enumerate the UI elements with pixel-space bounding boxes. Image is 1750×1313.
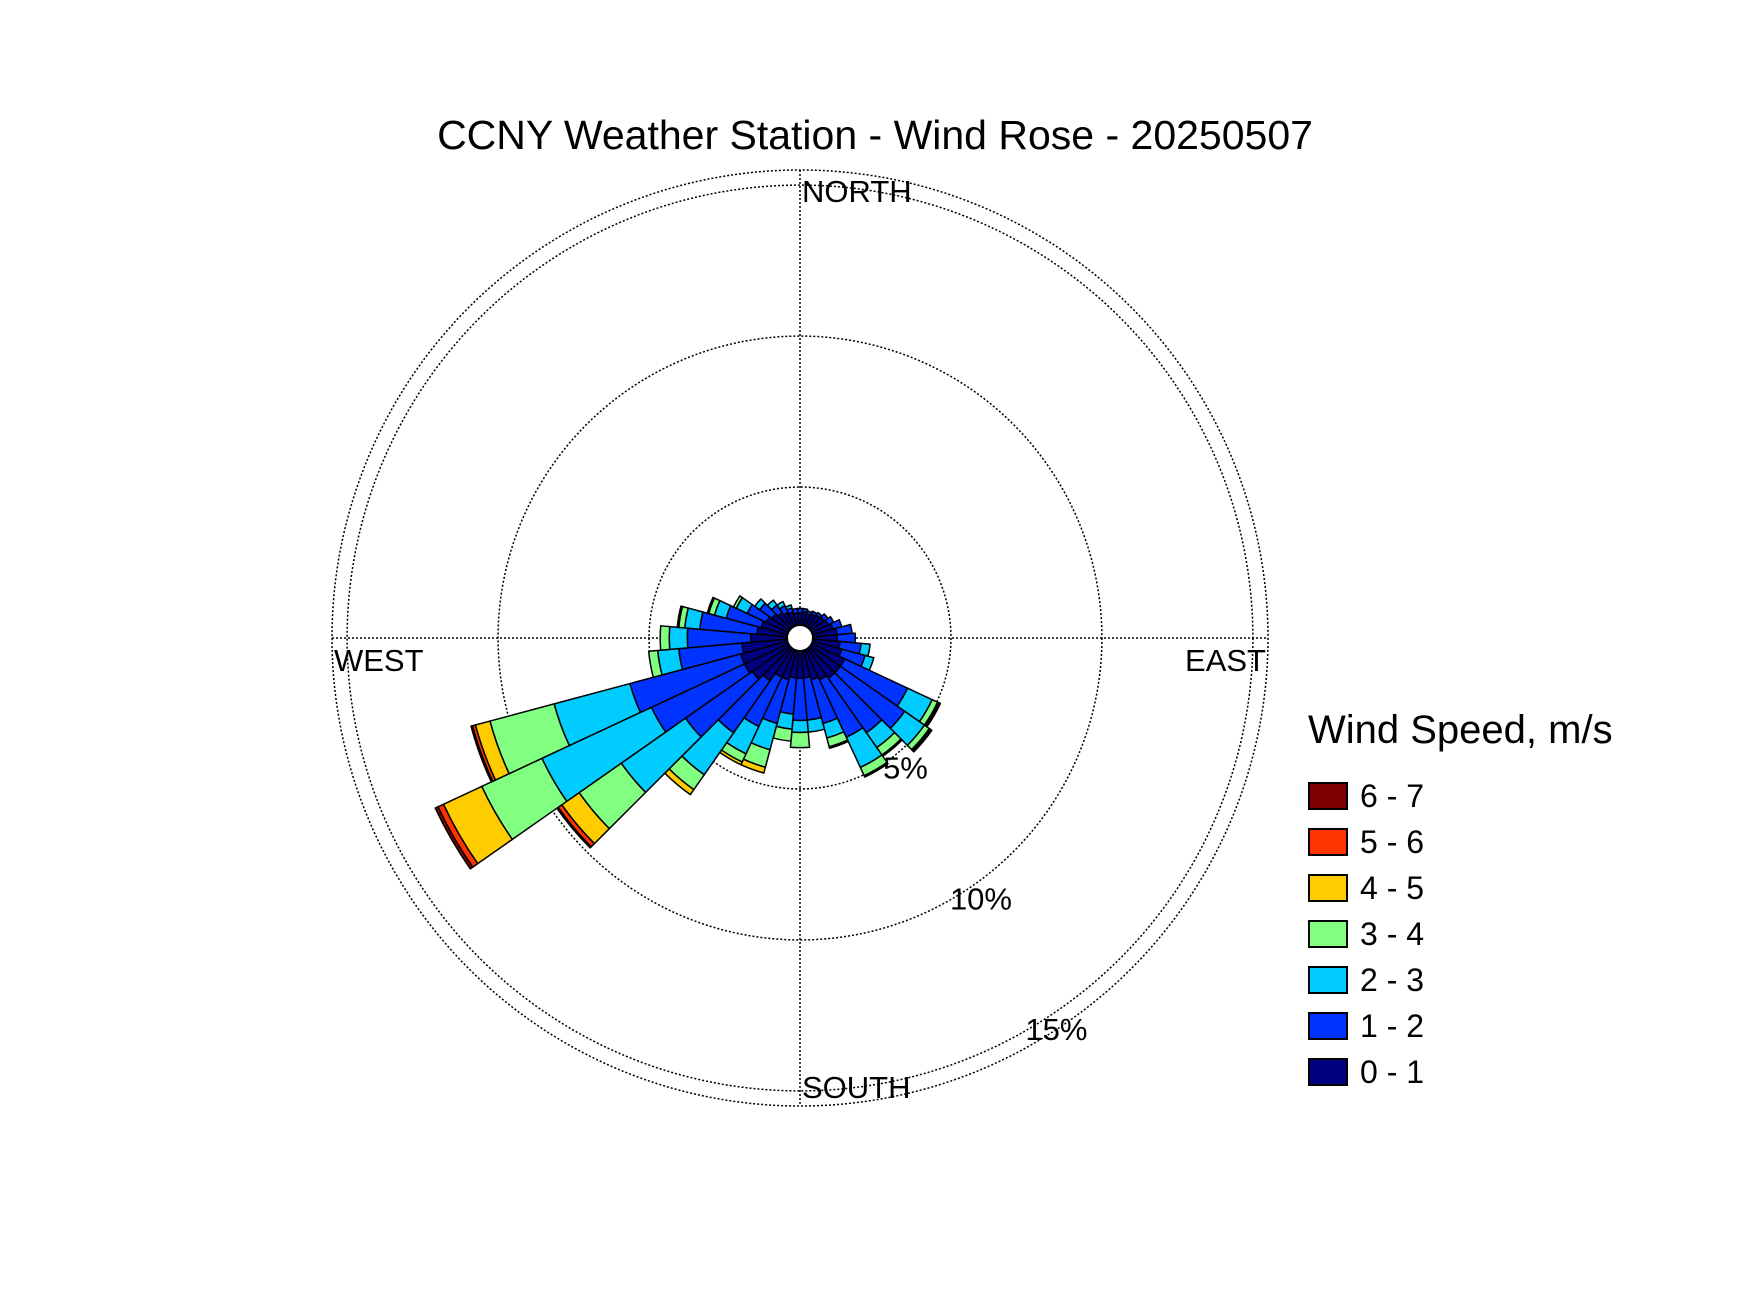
legend-item: 4 - 5 <box>1308 865 1613 911</box>
wedge-segment <box>470 725 494 783</box>
wedge-segment <box>647 649 663 679</box>
legend-item: 6 - 7 <box>1308 773 1613 819</box>
wedge-segment <box>776 600 786 610</box>
legend-label: 6 - 7 <box>1360 777 1425 814</box>
legend-item: 5 - 6 <box>1308 819 1613 865</box>
wedge-segment <box>753 598 766 611</box>
legend-item: 1 - 2 <box>1308 1003 1613 1049</box>
east-label: EAST <box>1185 643 1266 678</box>
legend-label: 2 - 3 <box>1360 961 1425 998</box>
wedge-segment <box>766 599 778 611</box>
chart-title: CCNY Weather Station - Wind Rose - 20250… <box>437 112 1313 158</box>
legend-swatch <box>1308 920 1348 948</box>
wedge-segment <box>784 604 793 611</box>
center-hub <box>786 624 814 652</box>
legend-label: 3 - 4 <box>1360 915 1425 952</box>
wedge-segment <box>791 607 799 615</box>
north-label: NORTH <box>802 174 912 209</box>
legend-swatch <box>1308 874 1348 902</box>
legend-item: 2 - 3 <box>1308 957 1613 1003</box>
radial-tick-label: 5% <box>883 751 928 786</box>
legend-swatch <box>1308 828 1348 856</box>
wedge-segment <box>789 731 811 749</box>
legend-item: 3 - 4 <box>1308 911 1613 957</box>
wedge-segment <box>732 595 744 610</box>
legend-item: 0 - 1 <box>1308 1049 1613 1095</box>
wedge-segment <box>791 719 809 734</box>
radial-tick-label: 15% <box>1025 1012 1087 1047</box>
radial-tick-label: 10% <box>950 881 1012 916</box>
wind-rose-wedges <box>434 595 942 870</box>
west-label: WEST <box>334 643 424 678</box>
wedge-segment <box>863 761 889 778</box>
wedge-segment <box>806 716 826 733</box>
wedge-segment <box>668 625 689 651</box>
wedge-segment <box>801 607 809 614</box>
legend-label: 4 - 5 <box>1360 869 1425 906</box>
wedge-segment <box>911 728 933 753</box>
legend-label: 0 - 1 <box>1360 1053 1425 1090</box>
polar-labels: NORTH SOUTH WEST EAST 5% 10% 15% <box>334 174 1266 1105</box>
legend-swatch <box>1308 966 1348 994</box>
wedge-segment <box>434 806 474 870</box>
wedge-segment <box>706 596 716 615</box>
wedge-segment <box>676 605 684 629</box>
south-label: SOUTH <box>802 1070 911 1105</box>
wedge-segment <box>659 625 671 651</box>
legend-label: 5 - 6 <box>1360 823 1425 860</box>
legend: Wind Speed, m/s 6 - 7 5 - 6 4 - 5 3 - 4 … <box>1308 708 1613 1095</box>
legend-label: 1 - 2 <box>1360 1007 1425 1044</box>
wedge-segment <box>828 739 849 750</box>
legend-title: Wind Speed, m/s <box>1308 708 1613 752</box>
legend-swatch <box>1308 1058 1348 1086</box>
grid-ring <box>648 486 952 790</box>
legend-swatch <box>1308 782 1348 810</box>
legend-swatch <box>1308 1012 1348 1040</box>
